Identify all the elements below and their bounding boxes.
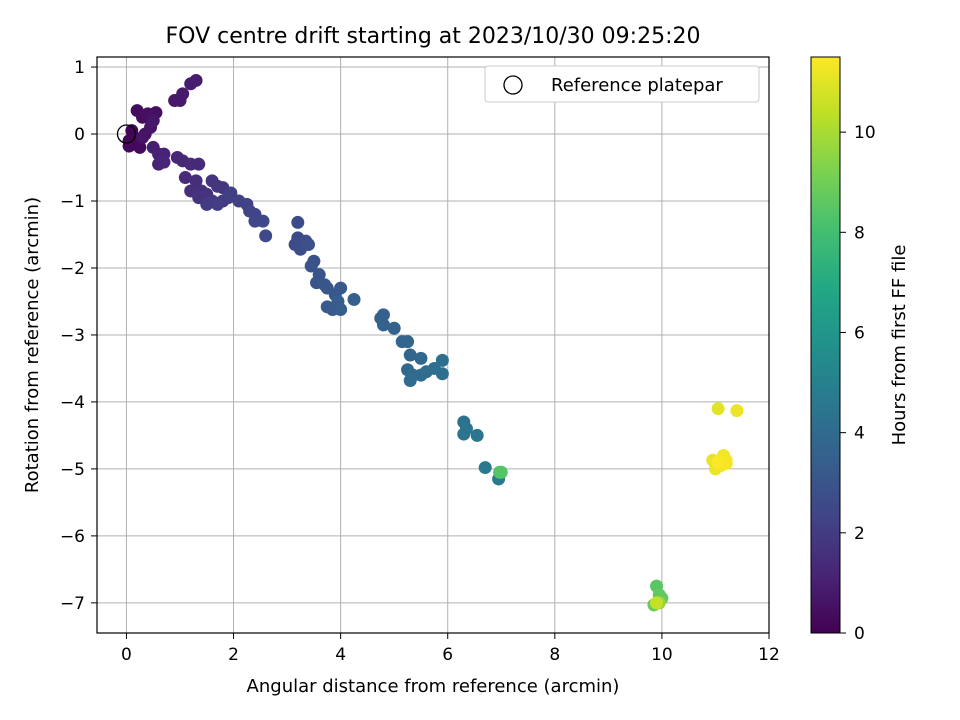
data-point [192,157,206,171]
data-point [256,214,270,228]
data-point [457,427,471,441]
y-tick-label: −3 [60,326,85,346]
x-axis-ticks: 0 2 4 6 8 10 12 [121,633,780,665]
data-point [189,174,203,188]
data-point [494,465,508,479]
data-point [435,353,449,367]
data-point [210,197,224,211]
data-point [376,308,390,322]
data-point [435,367,449,381]
legend-box [484,65,760,103]
y-tick-label: 0 [74,125,85,145]
data-point [414,351,428,365]
data-point [401,335,415,349]
colorbar-tick-label: 6 [854,323,865,343]
legend: Reference platepar [484,65,760,103]
data-point [334,281,348,295]
x-tick-label: 4 [335,645,346,665]
reference-marker [116,124,137,144]
x-tick-label: 0 [121,645,132,665]
x-tick-label: 10 [651,645,673,665]
data-point [387,321,401,335]
colorbar-tick-label: 8 [854,223,865,243]
colorbar-tick-label: 4 [854,424,865,444]
x-tick-label: 8 [549,645,560,665]
data-point [403,348,417,362]
y-tick-label: 1 [74,58,85,78]
data-point [403,373,417,387]
data-points [122,73,744,612]
plot-frame [96,56,770,634]
legend-reference-marker [503,75,523,95]
data-point [711,455,725,469]
data-point [291,215,305,229]
colorbar-ticks: 0 2 4 6 8 10 [840,123,876,644]
data-point [224,186,238,200]
data-point [304,259,318,273]
y-tick-label: −5 [60,460,85,480]
x-tick-label: 6 [442,645,453,665]
data-point [730,404,744,418]
legend-entry: Reference platepar [551,75,723,96]
colorbar-tick-label: 10 [854,123,876,143]
data-point [347,292,361,306]
data-point [302,238,316,252]
data-point [259,229,273,243]
x-axis-label: Angular distance from reference (arcmin) [247,676,620,697]
y-axis-ticks: 1 0 −1 −2 −3 −4 −5 −6 −7 [60,58,97,614]
colorbar-label: Hours from first FF file [889,245,910,446]
colorbar-gradient [810,56,841,634]
data-point [470,428,484,442]
data-point [136,130,150,144]
data-point [478,461,492,475]
data-point [178,171,192,185]
data-point [157,155,171,169]
colorbar-tick-label: 2 [854,524,865,544]
data-point [376,318,390,332]
y-tick-label: −6 [60,527,85,547]
x-tick-label: 2 [228,645,239,665]
y-tick-label: −1 [60,192,85,212]
y-axis-label: Rotation from reference (arcmin) [22,197,43,493]
y-tick-label: −4 [60,393,85,413]
colorbar: 0 2 4 6 8 10 Hours from first FF file [810,56,910,644]
grid-lines [97,57,770,633]
data-point [200,197,214,211]
data-point [176,87,190,101]
reference-point [116,124,137,144]
data-point [334,303,348,317]
data-point [650,596,664,610]
x-tick-label: 12 [758,645,780,665]
data-point [146,114,160,128]
data-point [711,402,725,416]
y-tick-label: −2 [60,259,85,279]
data-point [189,73,203,87]
colorbar-tick-label: 0 [854,624,865,644]
y-tick-label: −7 [60,594,85,614]
chart-title: FOV centre drift starting at 2023/10/30 … [166,24,701,49]
data-point [133,140,147,154]
